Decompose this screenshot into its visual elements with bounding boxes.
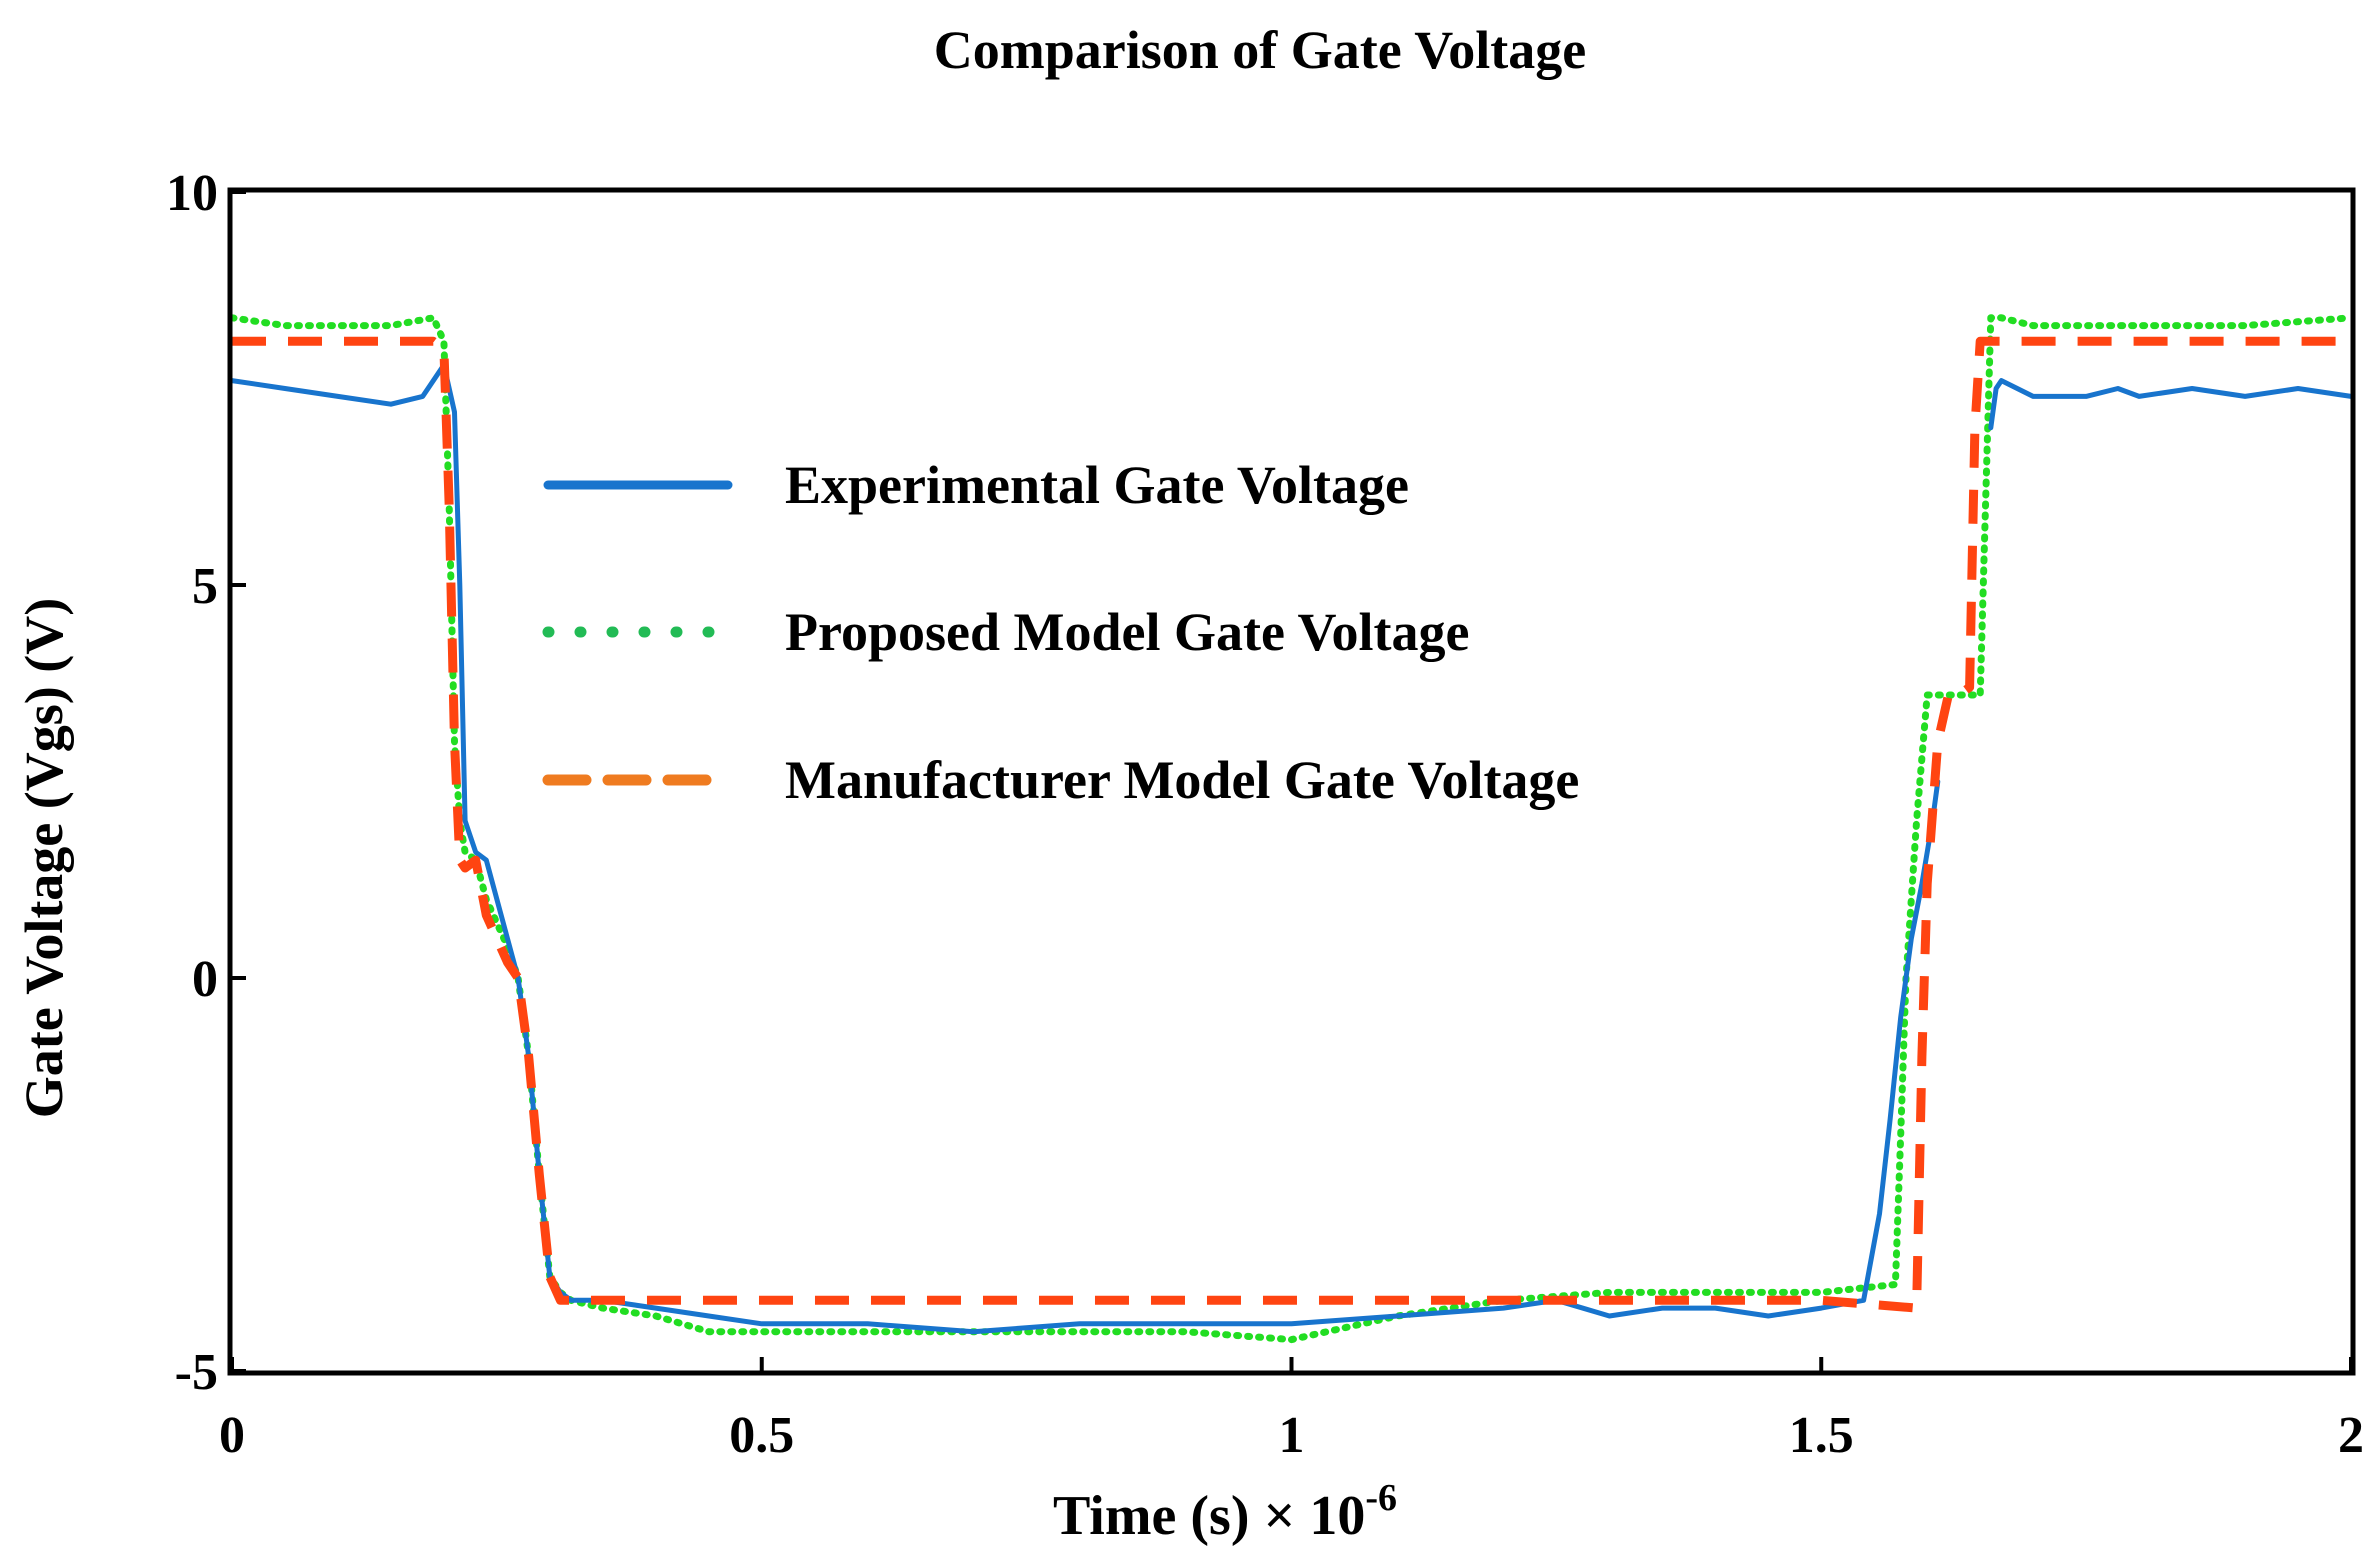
x-tick-label: 0.5: [729, 1407, 794, 1464]
x-axis-label-text: Time (s) × 10: [1053, 1485, 1365, 1547]
x-tick-label: 0: [219, 1407, 245, 1464]
y-tick-label: -5: [175, 1344, 218, 1401]
legend-label: Proposed Model Gate Voltage: [785, 602, 1469, 662]
x-tick-label: 2: [2338, 1407, 2364, 1464]
y-tick-label: 10: [166, 165, 218, 222]
legend-label: Manufacturer Model Gate Voltage: [785, 750, 1579, 810]
chart-title: Comparison of Gate Voltage: [934, 20, 1586, 80]
x-axis-label: Time (s) × 10-6: [1053, 1477, 1397, 1547]
series-line-dotted: [230, 314, 2353, 1344]
legend: Experimental Gate Voltage Proposed Model …: [542, 455, 1579, 810]
plot-frame: [227, 187, 2356, 1376]
y-tick-label: 5: [192, 558, 218, 615]
y-axis-label: Gate Voltage (Vgs) (V): [14, 598, 74, 1118]
x-axis-label-exponent: -6: [1365, 1477, 1397, 1519]
x-tick-label: 1.5: [1789, 1407, 1854, 1464]
legend-label: Experimental Gate Voltage: [785, 455, 1409, 515]
y-tick-label: 0: [192, 951, 218, 1008]
x-tick-label: 1: [1279, 1407, 1305, 1464]
series-line-dashed: [232, 336, 2351, 1313]
